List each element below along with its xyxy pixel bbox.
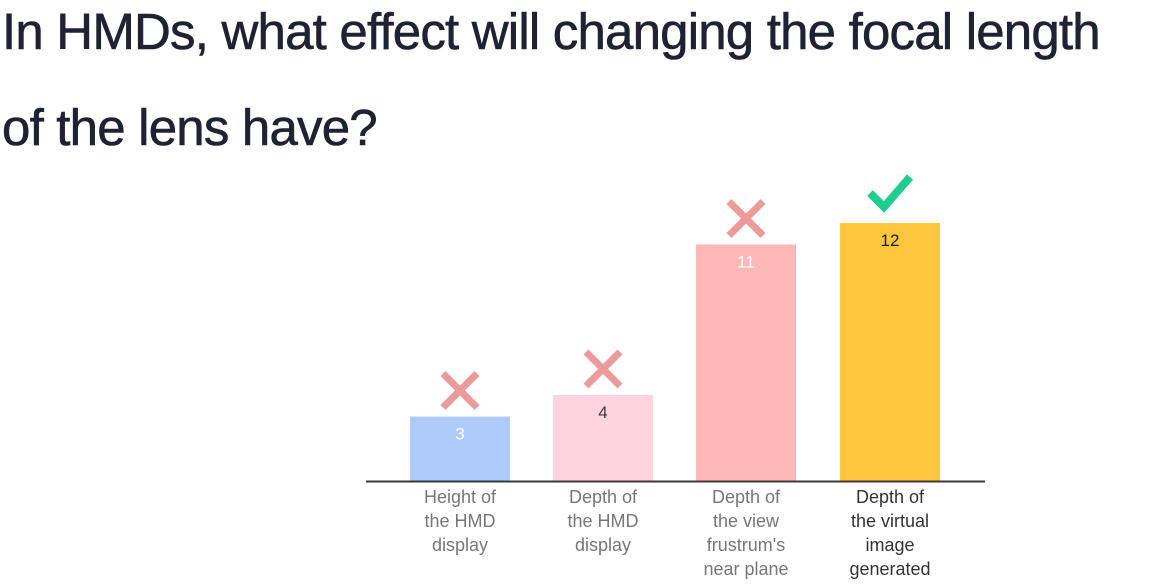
cross-icon	[440, 371, 480, 410]
bar-2	[553, 395, 653, 481]
category-label-1: Height of the HMD display	[424, 487, 497, 555]
check-icon	[867, 174, 914, 213]
bar-4	[840, 223, 940, 481]
cross-icon	[726, 199, 766, 238]
cross-icon	[583, 349, 623, 389]
bar-3	[696, 244, 796, 481]
value-label-2: 4	[598, 403, 607, 422]
value-label-4: 12	[881, 231, 900, 250]
question-title: In HMDs, what effect will changing the f…	[2, 3, 1101, 157]
value-label-3: 11	[737, 253, 755, 272]
bar-1	[410, 416, 510, 481]
category-label-4: Depth of the virtual image generated	[849, 487, 930, 579]
category-label-2: Depth of the HMD display	[567, 487, 638, 555]
category-label-3: Depth of the view frustrum's near plane	[703, 487, 788, 579]
value-label-1: 3	[455, 425, 464, 444]
